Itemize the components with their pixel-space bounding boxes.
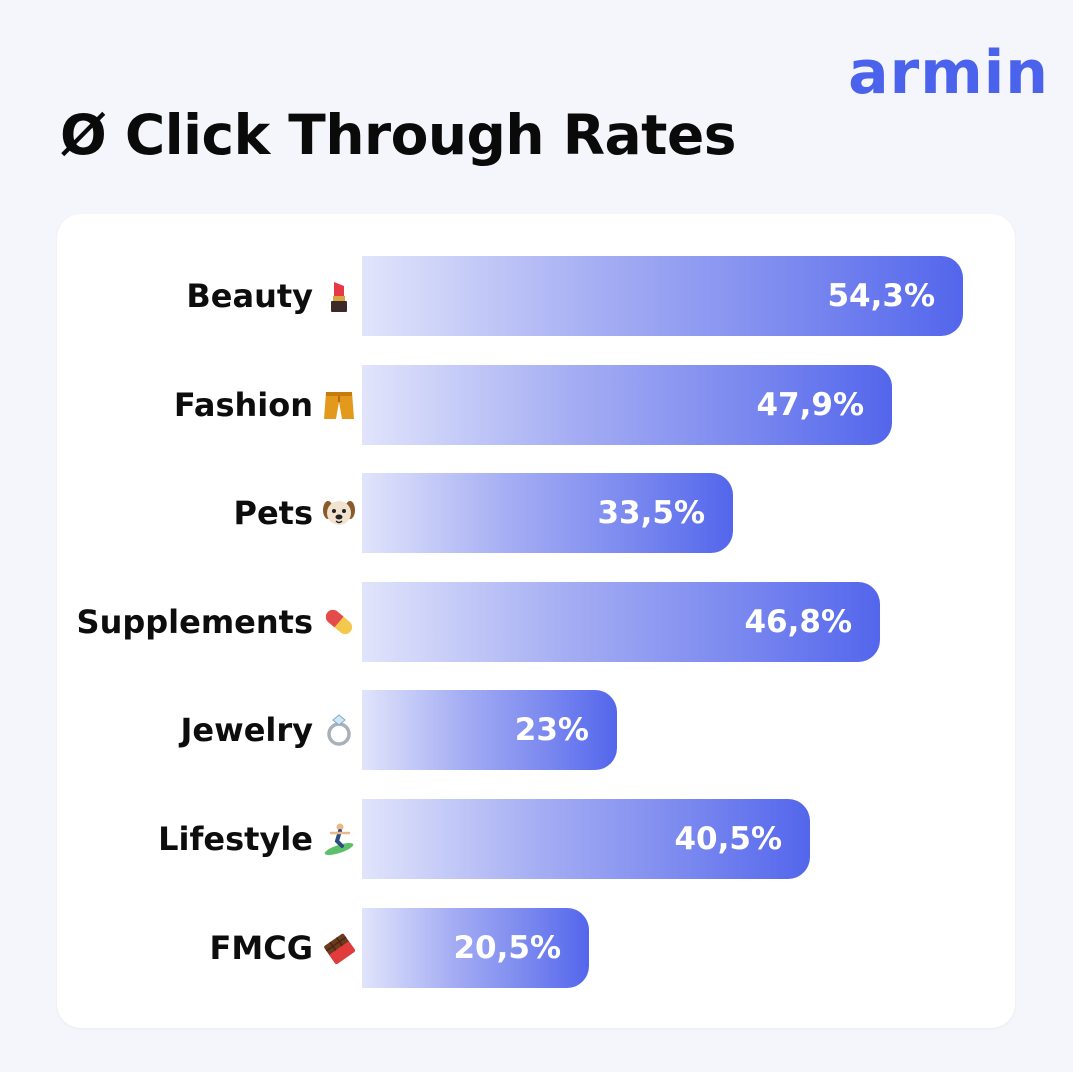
chart-row: Lifestyle 40,5% <box>57 799 1015 879</box>
category-label: Lifestyle <box>158 799 357 879</box>
surfer-icon <box>321 821 357 857</box>
brand-logo-text: armin <box>848 38 1049 108</box>
dog-face-icon <box>321 495 357 531</box>
category-label-text: Lifestyle <box>158 820 313 858</box>
bar: 40,5% <box>362 799 810 879</box>
category-label-text: FMCG <box>209 928 313 967</box>
category-label-text: Beauty <box>186 277 313 315</box>
chart-row: Jewelry 23% <box>57 690 1015 771</box>
bar: 46,8% <box>362 581 880 662</box>
chart-row: Pets 33,5% <box>57 473 1015 554</box>
page-title: Ø Click Through Rates <box>60 103 737 167</box>
category-label: FMCG <box>210 908 357 988</box>
category-label: Pets <box>234 473 358 553</box>
category-label-text: Jewelry <box>180 711 313 750</box>
chart-row: Fashion 47,9% <box>57 364 1015 445</box>
bar-value-label: 47,9% <box>756 386 864 423</box>
bar: 54,3% <box>362 256 963 336</box>
bar-value-label: 33,5% <box>597 495 705 532</box>
chart-row: Beauty 54,3% <box>57 256 1015 336</box>
category-label: Fashion <box>174 365 357 445</box>
shorts-icon <box>321 387 357 423</box>
bar-value-label: 40,5% <box>674 821 782 857</box>
bar: 47,9% <box>362 364 892 445</box>
category-label: Beauty <box>186 256 357 336</box>
chocolate-bar-icon <box>321 930 357 966</box>
category-label-text: Pets <box>233 494 314 533</box>
category-label-text: Fashion <box>173 385 313 424</box>
bar-value-label: 54,3% <box>827 278 935 314</box>
ring-icon <box>321 712 357 748</box>
chart-row: Supplements 46,8% <box>57 581 1015 662</box>
chart-row: FMCG 20,5% <box>57 907 1015 988</box>
pill-icon <box>321 604 357 640</box>
bar-value-label: 20,5% <box>453 929 561 966</box>
bar-value-label: 46,8% <box>744 603 852 640</box>
bar-value-label: 23% <box>514 712 589 749</box>
category-label: Jewelry <box>181 690 357 770</box>
bar: 33,5% <box>362 473 733 554</box>
lipstick-icon <box>321 278 357 314</box>
bar: 20,5% <box>362 907 589 988</box>
category-label: Supplements <box>77 582 357 662</box>
chart-card: Beauty 54,3% Fashion 47,9% Pets 33,5% Suppleme… <box>57 214 1015 1028</box>
bar: 23% <box>362 690 617 771</box>
category-label-text: Supplements <box>76 602 313 641</box>
brand-logo: armin <box>848 38 1049 108</box>
